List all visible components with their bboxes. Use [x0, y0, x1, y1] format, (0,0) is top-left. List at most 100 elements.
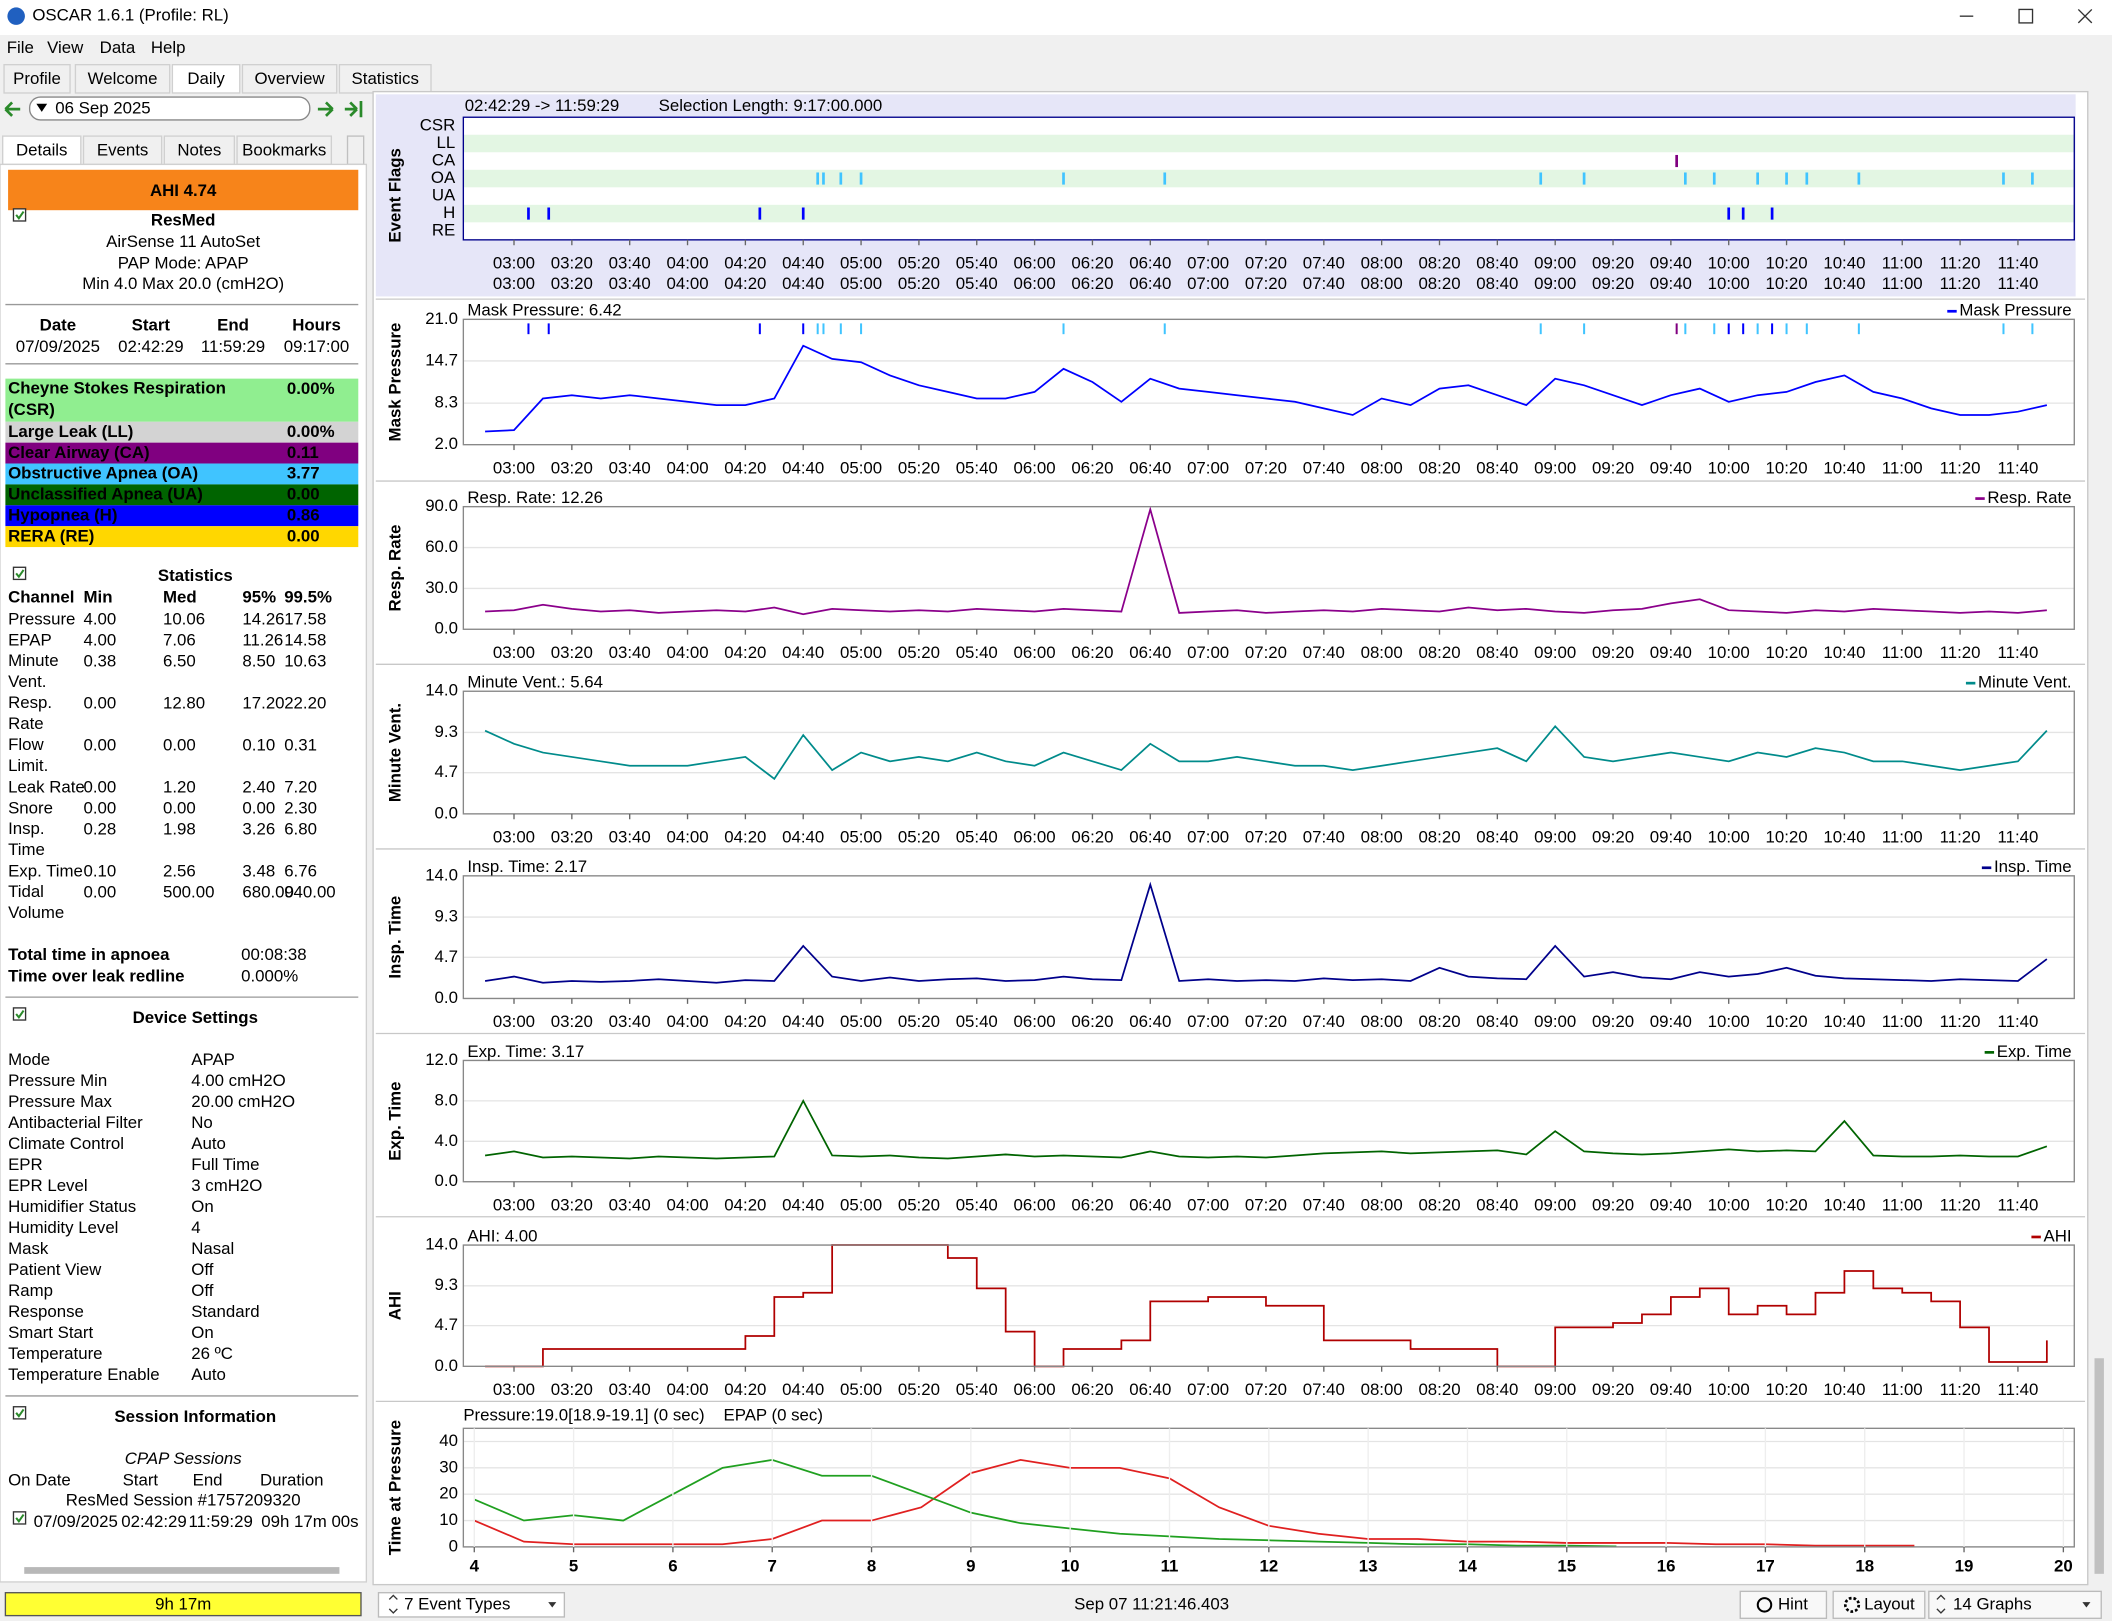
tab[interactable]	[171, 64, 241, 94]
x-tick-label: 10:40	[1823, 1380, 1865, 1399]
x-tick-label: 08:00	[1361, 1195, 1403, 1214]
x-tick-label: 05:40	[956, 458, 998, 477]
x-tick-label: 03:20	[551, 1195, 593, 1214]
index-value: 0.11	[287, 443, 319, 462]
chart-title: Mask Pressure: 6.42	[467, 301, 621, 320]
text-line: Vent.	[8, 672, 46, 691]
x-tick-label: 11:40	[1998, 274, 2039, 293]
side-tab-label[interactable]: Events	[97, 140, 148, 159]
x-tick-label: 09:20	[1592, 643, 1634, 662]
side-tab[interactable]	[236, 135, 333, 166]
side-tab-label[interactable]: Details	[16, 140, 67, 159]
menu-item[interactable]: Data	[100, 38, 136, 57]
graphs-combo[interactable]	[1928, 1590, 2102, 1619]
x-tick-label: 17	[1756, 1557, 1775, 1576]
x-tick-label: 11:20	[1940, 254, 1981, 273]
v-scrollbar[interactable]	[2090, 91, 2108, 1585]
layout-label[interactable]: Layout	[1864, 1594, 1915, 1613]
prev-day-button[interactable]	[4, 101, 21, 117]
date-value[interactable]: 06 Sep 2025	[55, 99, 150, 118]
x-tick-label: 04:00	[666, 1195, 708, 1214]
x-tick-label: 04:40	[782, 1012, 824, 1031]
x-tick-label: 05:00	[840, 254, 882, 273]
menu-item[interactable]: File	[7, 38, 34, 57]
x-tick-label: 08:40	[1476, 643, 1518, 662]
side-tab[interactable]	[2, 135, 82, 166]
last-day-button[interactable]	[344, 101, 363, 118]
stats-value: 6.80	[284, 819, 317, 838]
tab-label[interactable]: Statistics	[352, 69, 419, 88]
checkbox[interactable]	[12, 1007, 27, 1021]
stats-value: 0.00	[84, 883, 117, 902]
v-scroll-thumb[interactable]	[2094, 1358, 2104, 1574]
total-value: 00:08:38	[241, 945, 307, 964]
stats-value: 0.00	[84, 798, 117, 817]
checkbox[interactable]	[12, 1406, 27, 1420]
y-tick-label: 4.7	[435, 1315, 458, 1334]
close-button[interactable]	[2077, 8, 2093, 24]
x-tick-label: 03:40	[609, 1012, 651, 1031]
maximize-button[interactable]	[2018, 8, 2034, 24]
session-name: ResMed Session #1757209320	[66, 1491, 301, 1510]
x-tick-label: 04:00	[666, 1012, 708, 1031]
h-scrollbar[interactable]	[24, 1567, 340, 1574]
x-tick-label: 07:40	[1303, 274, 1345, 293]
x-tick-label: 05:00	[840, 1380, 882, 1399]
date-combo[interactable]	[28, 96, 311, 121]
event-types-combo[interactable]	[377, 1592, 566, 1618]
stats-value: 0.28	[84, 819, 117, 838]
x-tick-label: 05:00	[840, 274, 882, 293]
menu-item[interactable]: Help	[151, 38, 186, 57]
setting-name: Response	[8, 1302, 84, 1321]
x-tick-label: 08:20	[1418, 254, 1460, 273]
x-tick-label: 09:20	[1592, 1012, 1634, 1031]
x-tick-label: 09:00	[1534, 1380, 1576, 1399]
tab[interactable]	[74, 64, 171, 94]
layout-button[interactable]	[1832, 1590, 1926, 1619]
tab-label[interactable]: Profile	[13, 69, 61, 88]
stats-header: 99.5%	[284, 588, 332, 607]
checkbox[interactable]	[12, 1511, 27, 1525]
next-day-button[interactable]	[317, 101, 334, 117]
x-tick-label: 09:20	[1592, 828, 1634, 847]
x-tick-label: 06:20	[1071, 1195, 1113, 1214]
hint-button[interactable]	[1739, 1590, 1828, 1619]
index-value: 0.00%	[287, 422, 335, 441]
tab[interactable]	[3, 64, 71, 94]
x-tick-label: 11:40	[1998, 643, 2039, 662]
checkbox[interactable]	[12, 208, 27, 222]
machine-info: ResMed	[151, 210, 216, 229]
event-types[interactable]: 7 Event Types	[404, 1594, 510, 1613]
side-tab[interactable]	[163, 135, 236, 166]
stats-channel: Leak Rate	[8, 777, 85, 796]
menu-item[interactable]: View	[47, 38, 84, 57]
x-tick-label: 04:40	[782, 254, 824, 273]
x-tick-label: 10:40	[1823, 1195, 1865, 1214]
plot-frame	[462, 875, 2075, 1000]
graphs-label[interactable]: 14 Graphs	[1953, 1594, 2032, 1613]
hint-label[interactable]: Hint	[1778, 1594, 1808, 1613]
tab-scroll[interactable]	[346, 135, 365, 166]
setting-value: 3 cmH2O	[191, 1176, 262, 1195]
tab-label[interactable]: Welcome	[88, 69, 158, 88]
x-tick-label: 05:20	[898, 274, 940, 293]
stats-value: 680.00	[242, 883, 293, 902]
x-tick-label: 03:40	[609, 274, 651, 293]
y-tick-label: 2.0	[435, 434, 458, 453]
tab-label[interactable]: Overview	[255, 69, 326, 88]
x-tick-label: 04:00	[666, 254, 708, 273]
setting-name: Patient View	[8, 1260, 102, 1279]
index-name: Unclassified Apnea (UA)	[8, 485, 203, 504]
stats-channel: Resp. Rate	[8, 693, 57, 733]
checkbox[interactable]	[12, 566, 27, 581]
machine-info: AirSense 11 AutoSet	[106, 232, 260, 251]
y-tick-label: 0.0	[435, 619, 458, 638]
tab-label[interactable]: Daily	[187, 69, 225, 88]
x-tick-label: 11:40	[1998, 1195, 2039, 1214]
stats-value: 0.00	[84, 777, 117, 796]
side-tab-label[interactable]: Notes	[177, 140, 221, 159]
x-tick-label: 03:00	[493, 274, 535, 293]
side-tab-label[interactable]: Bookmarks	[242, 140, 326, 159]
tab[interactable]	[241, 64, 338, 94]
